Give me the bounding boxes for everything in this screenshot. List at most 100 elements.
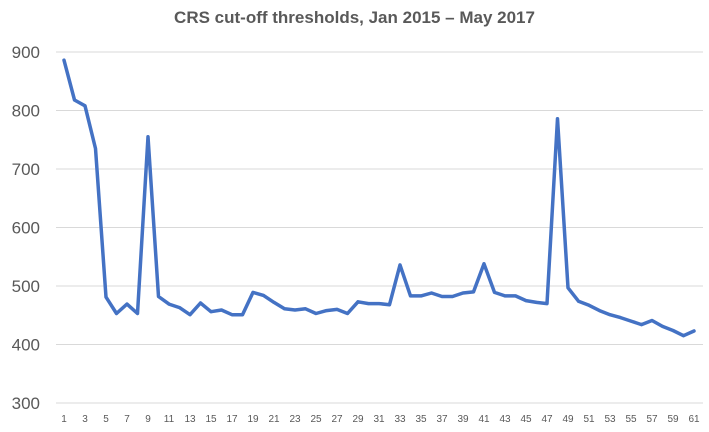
x-tick-label: 59 xyxy=(667,414,679,425)
data-point xyxy=(146,135,150,139)
data-point xyxy=(272,300,276,304)
x-tick-label: 47 xyxy=(541,414,553,425)
data-point xyxy=(514,294,517,298)
data-point xyxy=(304,307,307,311)
y-tick-label: 700 xyxy=(12,160,40,179)
x-tick-label: 39 xyxy=(457,414,469,425)
x-tick-label: 5 xyxy=(103,414,109,425)
x-tick-label: 21 xyxy=(268,414,280,425)
data-point xyxy=(220,308,223,312)
y-tick-label: 500 xyxy=(12,277,40,296)
x-tick-label: 53 xyxy=(604,414,616,425)
data-point xyxy=(73,98,76,102)
x-tick-label: 23 xyxy=(289,414,301,425)
data-point xyxy=(62,58,66,62)
data-point xyxy=(283,307,286,311)
y-tick-label: 300 xyxy=(12,394,40,413)
data-point xyxy=(125,302,129,306)
data-point xyxy=(461,291,465,295)
x-tick-label: 15 xyxy=(205,414,217,425)
x-tick-label: 29 xyxy=(352,414,364,425)
x-tick-label: 49 xyxy=(562,414,574,425)
data-point xyxy=(524,299,528,303)
data-point xyxy=(104,295,108,299)
data-point xyxy=(314,311,318,315)
data-point xyxy=(587,303,591,307)
y-tick-label: 800 xyxy=(12,102,40,121)
data-point xyxy=(83,104,87,108)
x-tick-label: 41 xyxy=(478,414,490,425)
data-point xyxy=(650,319,654,323)
x-tick-label: 35 xyxy=(415,414,427,425)
x-tick-label: 51 xyxy=(583,414,595,425)
x-tick-label: 3 xyxy=(82,414,88,425)
x-tick-label: 1 xyxy=(61,414,67,425)
x-tick-label: 61 xyxy=(688,414,700,425)
data-point xyxy=(325,309,328,313)
data-point xyxy=(335,307,339,311)
x-tick-label: 13 xyxy=(184,414,196,425)
data-point xyxy=(430,291,433,295)
data-point xyxy=(566,286,570,290)
data-point xyxy=(167,302,171,306)
data-point xyxy=(545,302,549,306)
data-point xyxy=(493,290,496,294)
x-tick-label: 9 xyxy=(145,414,151,425)
y-tick-label: 600 xyxy=(12,219,40,238)
data-point xyxy=(199,301,202,305)
x-tick-label: 37 xyxy=(436,414,448,425)
data-point xyxy=(692,329,696,333)
data-point xyxy=(608,313,612,317)
data-point xyxy=(178,306,181,310)
data-point xyxy=(661,324,664,328)
x-tick-label: 57 xyxy=(646,414,658,425)
data-point xyxy=(115,311,118,315)
x-tick-label: 43 xyxy=(499,414,511,425)
x-tick-label: 25 xyxy=(310,414,322,425)
data-point xyxy=(388,303,391,307)
x-tick-label: 31 xyxy=(373,414,385,425)
data-point xyxy=(440,295,444,299)
data-point xyxy=(629,319,633,323)
data-point xyxy=(482,262,486,266)
y-axis-ticks: 300 400 500 600 700 800 900 xyxy=(12,43,40,413)
chart-title: CRS cut-off thresholds, Jan 2015 – May 2… xyxy=(174,8,535,27)
data-point xyxy=(640,323,643,327)
data-point xyxy=(472,290,475,294)
x-tick-label: 55 xyxy=(625,414,637,425)
x-tick-label: 45 xyxy=(520,414,532,425)
data-point xyxy=(503,294,507,298)
data-point xyxy=(409,294,412,298)
data-point xyxy=(671,328,675,332)
data-point xyxy=(398,263,402,267)
data-point xyxy=(356,300,360,304)
y-tick-label: 400 xyxy=(12,336,40,355)
data-point xyxy=(136,311,139,315)
x-axis-ticks: 1 3 5 7 9 11 13 15 17 19 21 23 25 27 29 31 33 35 37 39 41 43 4… xyxy=(61,414,700,425)
data-point xyxy=(230,313,234,317)
y-tick-label: 900 xyxy=(12,43,40,62)
data-point xyxy=(293,308,297,312)
data-point xyxy=(209,310,213,314)
data-point xyxy=(188,313,192,317)
series-line xyxy=(62,58,696,338)
data-point xyxy=(251,290,255,294)
x-tick-label: 17 xyxy=(226,414,238,425)
x-tick-label: 27 xyxy=(331,414,343,425)
x-tick-label: 11 xyxy=(164,414,175,425)
data-point xyxy=(377,302,381,306)
data-point xyxy=(619,316,622,320)
series xyxy=(62,58,696,338)
data-point xyxy=(556,117,559,121)
data-point xyxy=(682,334,685,338)
data-point xyxy=(241,313,244,317)
gridlines xyxy=(56,51,703,404)
data-point xyxy=(419,294,423,298)
x-tick-label: 7 xyxy=(124,414,130,425)
data-point xyxy=(346,311,349,315)
data-point xyxy=(94,147,97,151)
data-point xyxy=(157,295,160,299)
data-point xyxy=(598,309,601,313)
